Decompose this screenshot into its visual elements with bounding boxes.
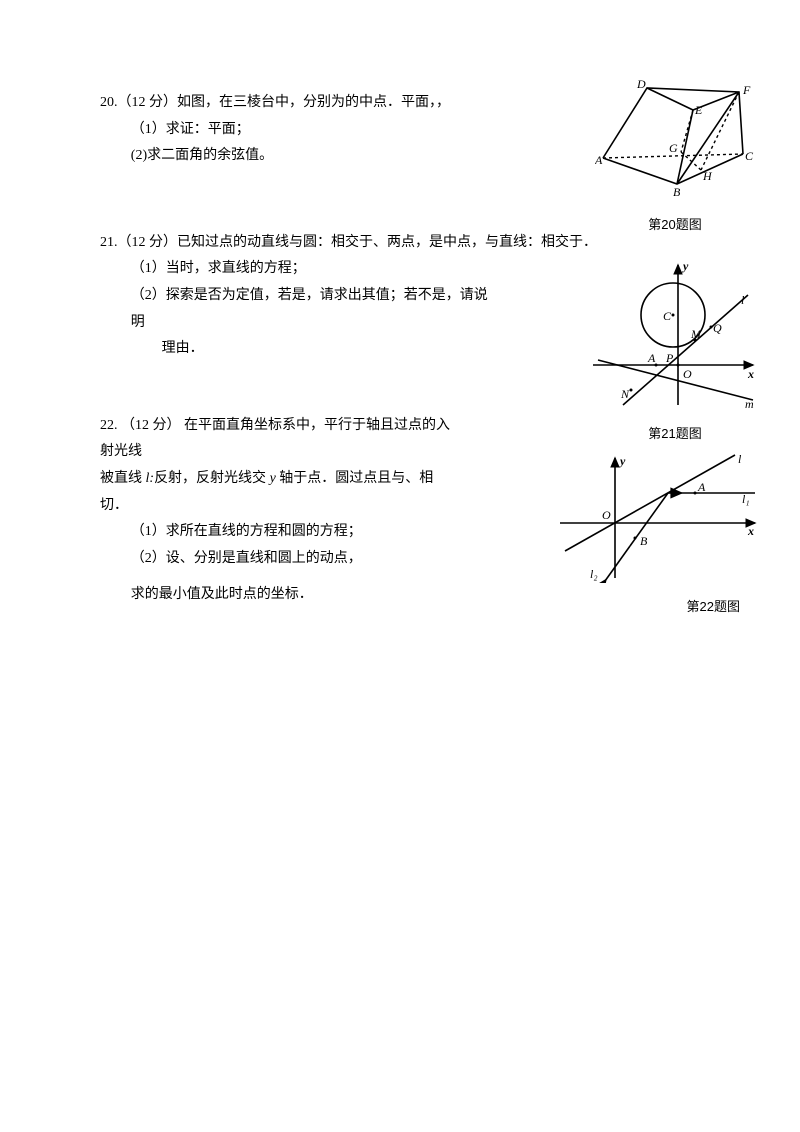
figure-21-svg: y x O C M Q A P N l m: [593, 260, 758, 410]
figure-22-svg: y x O A B l l₁ l₂: [560, 453, 760, 583]
svg-text:l₁: l₁: [742, 492, 750, 506]
figure-22-caption: 第22题图: [560, 595, 760, 620]
svg-text:N: N: [620, 387, 630, 401]
figure-22: y x O A B l l₁ l₂ 第22题图: [560, 453, 760, 620]
svg-text:B: B: [640, 534, 648, 548]
svg-text:y: y: [681, 260, 689, 273]
svg-text:A: A: [647, 351, 656, 365]
svg-text:C: C: [663, 309, 672, 323]
svg-text:A: A: [595, 153, 603, 167]
svg-text:l: l: [738, 453, 742, 466]
svg-text:l₂: l₂: [590, 567, 598, 581]
svg-text:m: m: [745, 397, 754, 410]
svg-text:l: l: [741, 293, 745, 307]
svg-text:O: O: [683, 367, 692, 381]
svg-text:C: C: [745, 149, 754, 163]
figure-20: A B C D F E G H 第20题图: [590, 80, 760, 237]
svg-text:A: A: [697, 480, 706, 494]
svg-text:y: y: [618, 454, 626, 468]
svg-text:P: P: [665, 351, 674, 365]
svg-text:G: G: [669, 141, 678, 155]
problem-22-line1a: 22. （12 分） 在平面直角坐标系中，平行于轴且过点的入射光线: [100, 413, 460, 466]
svg-text:D: D: [636, 80, 646, 91]
problem-20: 20.（12 分）如图，在三棱台中，分别为的中点．平面，， （1）求证：平面； …: [100, 90, 700, 170]
svg-text:M: M: [690, 327, 702, 341]
svg-text:x: x: [747, 524, 754, 538]
svg-text:x: x: [747, 367, 754, 381]
svg-text:O: O: [602, 508, 611, 522]
problem-22-line1b: 被直线 l:反射，反射光线交 y 轴于点．圆过点且与、相切．: [100, 466, 460, 519]
problem-21-line1: 21.（12 分）已知过点的动直线与圆：相交于、两点，是中点，与直线：相交于．: [100, 230, 700, 257]
problem-21: 21.（12 分）已知过点的动直线与圆：相交于、两点，是中点，与直线：相交于． …: [100, 230, 700, 363]
problem-21-line3: （2）探索是否为定值，若是，请求出其值；若不是，请说明: [100, 283, 491, 336]
svg-text:E: E: [694, 103, 703, 117]
svg-text:H: H: [702, 169, 713, 183]
figure-20-svg: A B C D F E G H: [595, 80, 755, 200]
svg-text:F: F: [742, 83, 751, 97]
svg-text:Q: Q: [713, 321, 722, 335]
problem-22: 22. （12 分） 在平面直角坐标系中，平行于轴且过点的入射光线 被直线 l:…: [100, 413, 700, 609]
svg-text:B: B: [673, 185, 681, 199]
